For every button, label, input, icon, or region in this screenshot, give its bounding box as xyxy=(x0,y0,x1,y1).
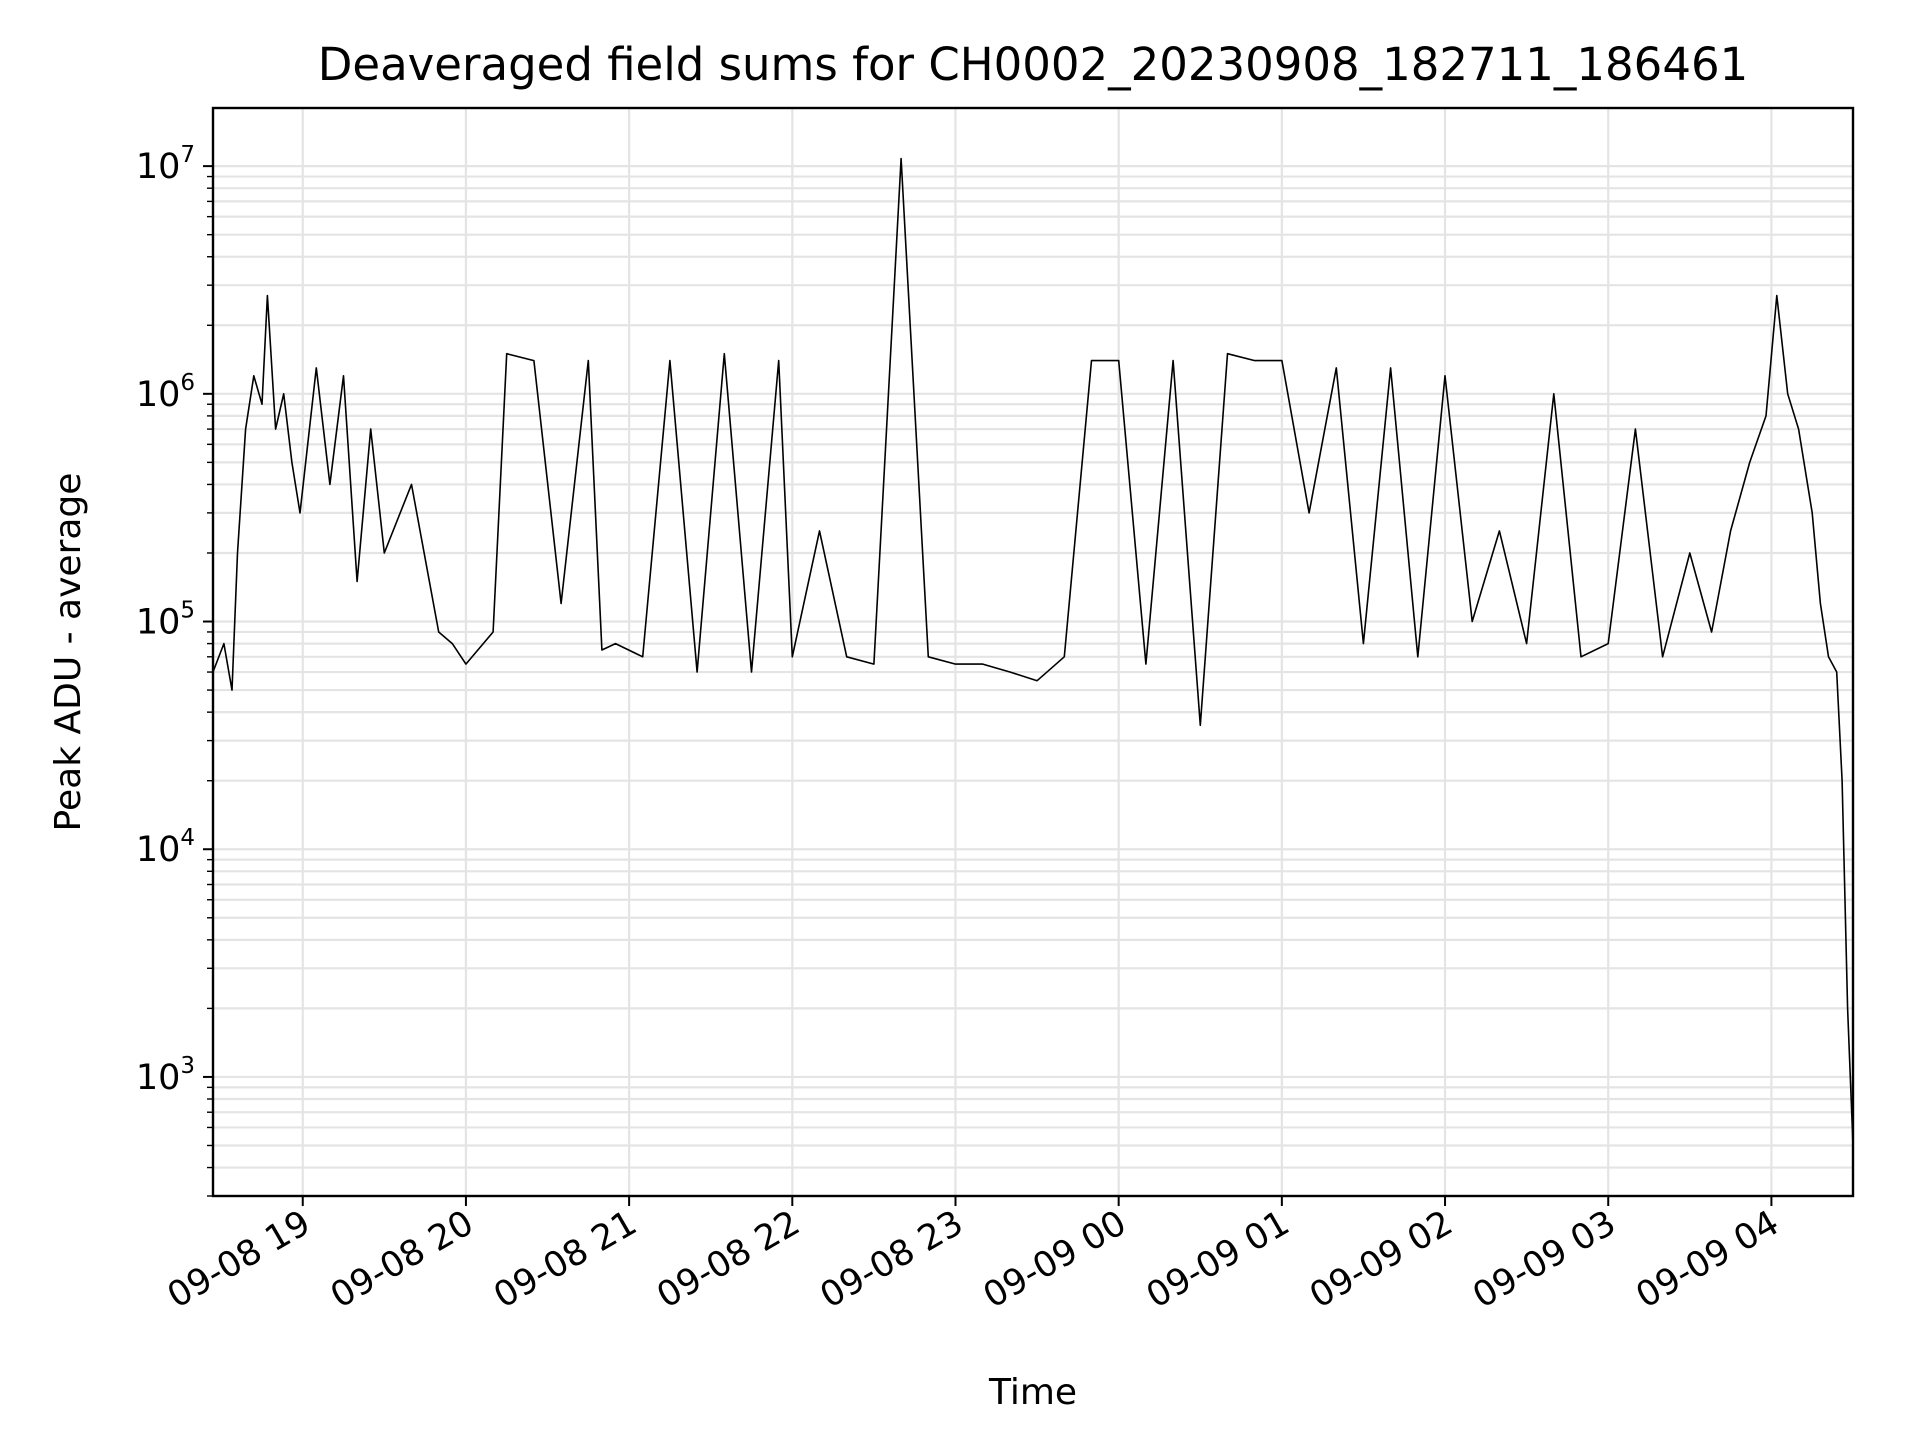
y-tick-label: 106 xyxy=(136,370,195,415)
y-tick-label: 105 xyxy=(136,598,195,643)
y-axis-label: Peak ADU - average xyxy=(48,473,89,832)
y-tick-label: 107 xyxy=(136,142,195,187)
data-series-line xyxy=(212,157,1854,1146)
plot-frame xyxy=(211,106,1855,1198)
x-axis-label: Time xyxy=(988,1372,1077,1413)
y-tick-label: 104 xyxy=(136,825,195,870)
y-tick-label: 103 xyxy=(136,1053,195,1098)
chart-title: Deaveraged field sums for CH0002_2023090… xyxy=(318,38,1748,91)
